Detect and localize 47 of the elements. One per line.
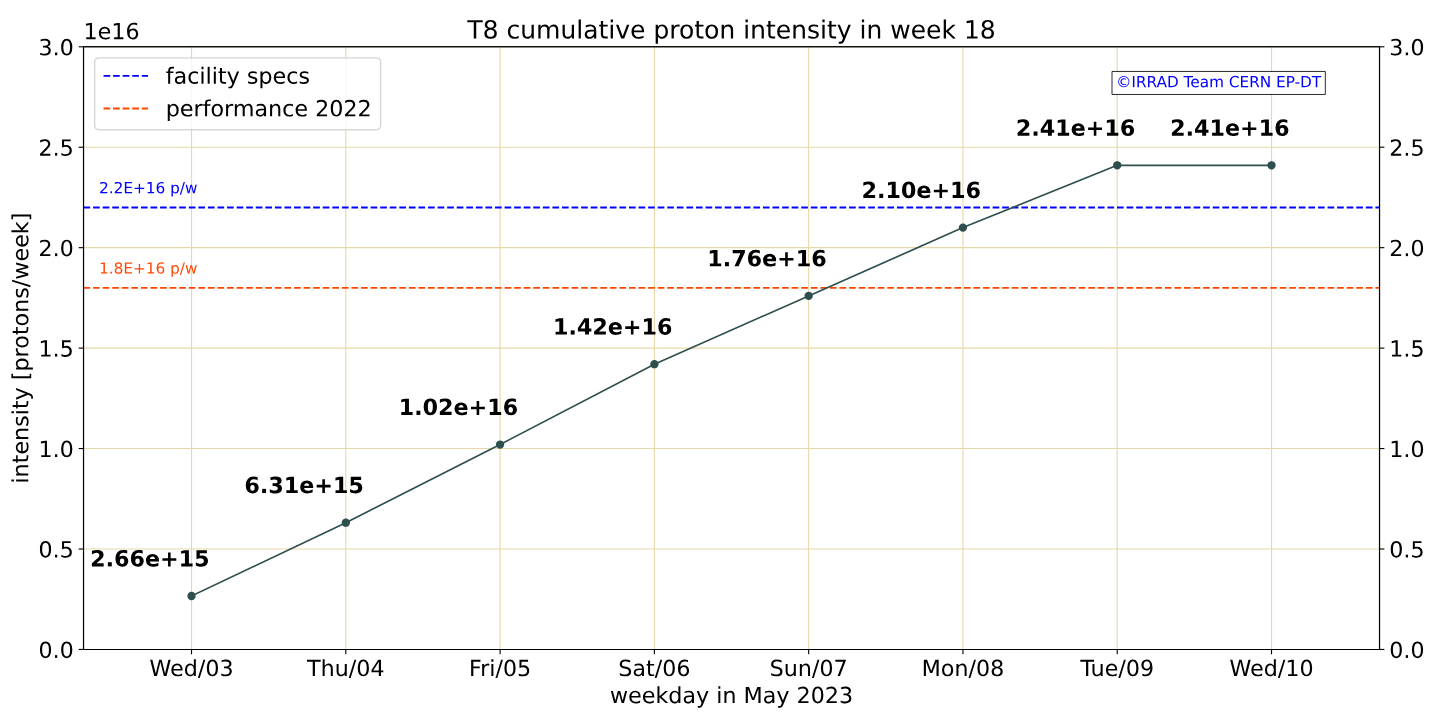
y2-tick-label: 2.5: [1390, 139, 1423, 156]
annotation: 2.66e+15: [91, 549, 209, 567]
x-tick-label: Sat/06: [619, 659, 690, 679]
y2-tick-label: 2.0: [1390, 239, 1424, 257]
x-tick-label: Sun/07: [771, 659, 846, 679]
x-axis-title: weekday in May 2023: [610, 686, 852, 708]
point: [341, 518, 350, 527]
y-tick-label: 1.5: [40, 340, 72, 357]
legend-label: performance 2022: [167, 99, 370, 121]
y-axis-title: intensity [protons/week]: [11, 214, 33, 482]
y-tick-label: 0.0: [39, 641, 73, 659]
y-tick-label: 0.5: [39, 540, 72, 558]
annotation: 2.41e+16: [1171, 119, 1289, 137]
point: [187, 591, 196, 601]
y2-tick-label: 0.0: [1390, 641, 1424, 659]
y-tick-label: 2.5: [40, 139, 72, 156]
y-tick-label: 1.0: [40, 440, 73, 458]
point: [1113, 161, 1122, 170]
y2-tick-label: 3.0: [1390, 38, 1424, 56]
text: 1e16: [85, 22, 139, 40]
point: [804, 291, 813, 301]
x-tick-label: Wed/10: [1230, 659, 1313, 679]
point: [650, 360, 659, 369]
annotation: 2.41e+16: [1017, 119, 1135, 137]
x-tick-label: Mon/08: [923, 659, 1003, 679]
x-tick-label: Wed/03: [150, 659, 232, 679]
annotation: 6.31e+15: [245, 476, 363, 494]
y2-tick-label: 1.5: [1391, 340, 1423, 357]
annotation: 1.02e+16: [401, 398, 517, 416]
x-tick-label: Tue/09: [1080, 659, 1153, 679]
y-tick-label: 3.0: [40, 38, 73, 56]
point: [495, 440, 505, 449]
y2-tick-label: 0.5: [1390, 540, 1423, 558]
y-tick-label: 2.0: [40, 239, 73, 257]
annotation: 1.76e+16: [709, 249, 826, 267]
legend-label: facility specs: [166, 66, 309, 89]
annotation: 2.2E+16 p/w: [100, 181, 197, 197]
chart-title: T8 cumulative proton intensity in week 18: [467, 19, 994, 44]
y2-tick-label: 1.0: [1391, 440, 1424, 458]
annotation: 1.42e+16: [555, 318, 672, 335]
annotation: 1.8E+16 p/w: [100, 262, 197, 277]
annotation: 2.10e+16: [863, 181, 980, 199]
annotation: ©IRRAD Team CERN EP-DT: [1118, 75, 1322, 88]
point: [1267, 161, 1276, 170]
x-tick-label: Fri/05: [471, 659, 530, 679]
x-tick-label: Thu/04: [306, 659, 384, 679]
point: [958, 223, 968, 232]
